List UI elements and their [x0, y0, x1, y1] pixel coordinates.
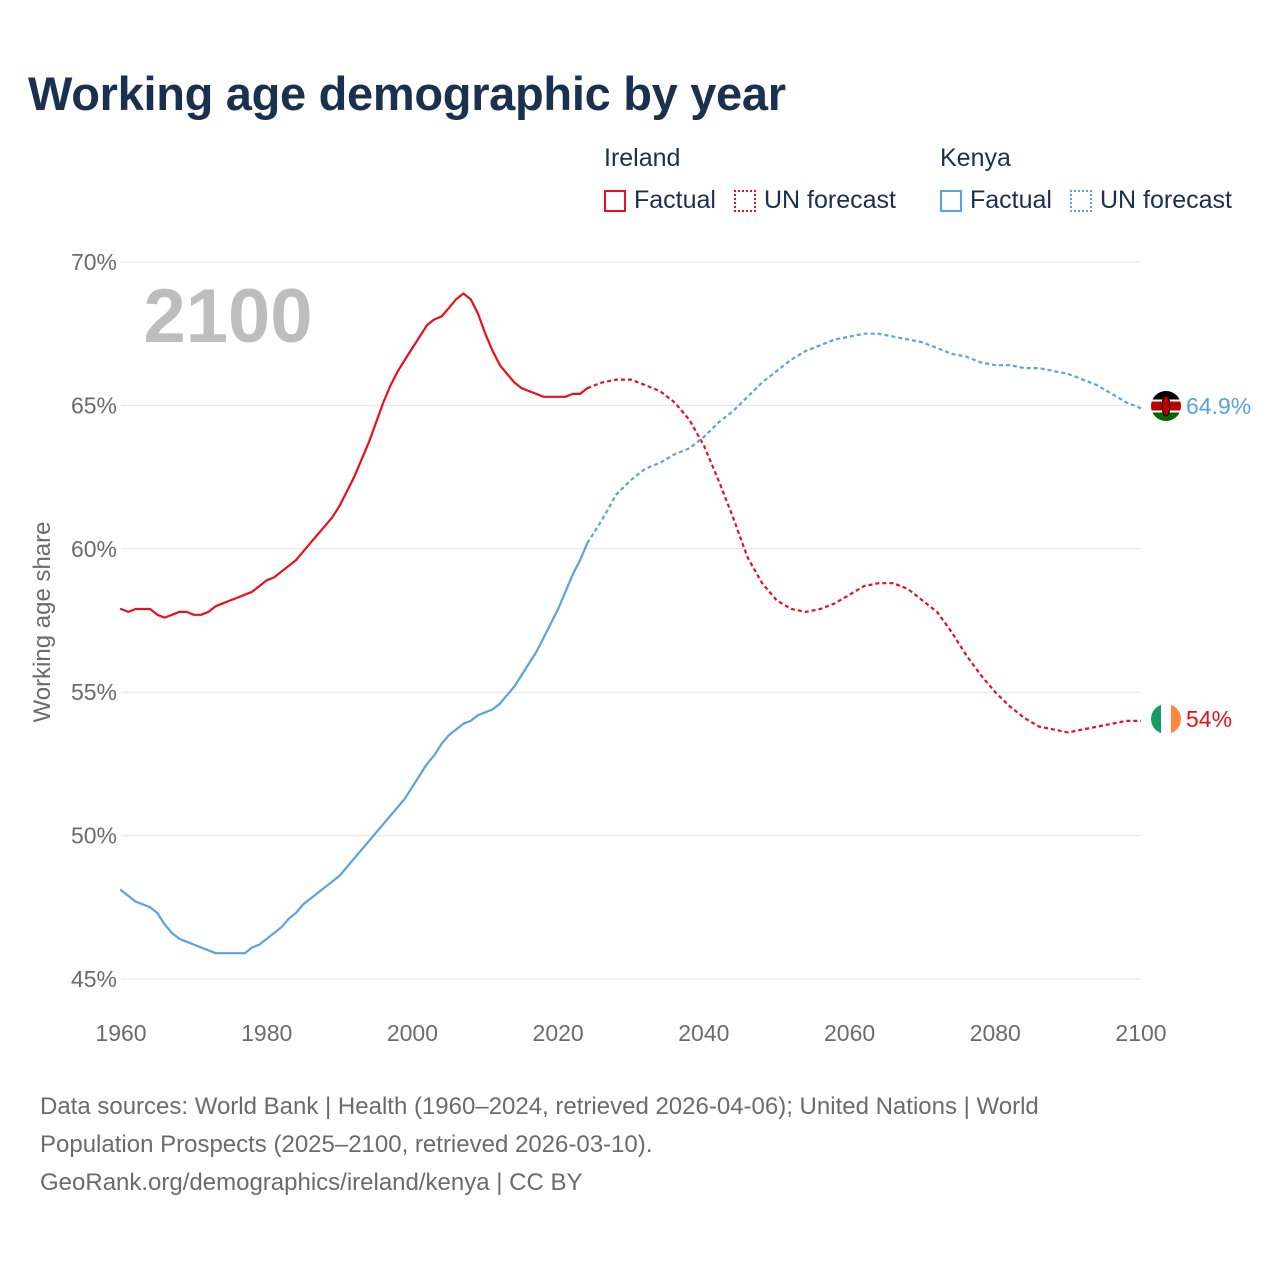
y-tick-label: 65% — [71, 392, 117, 418]
line-chart: 45% 50% 55% 60% 65% 70% 1960 1980 2000 2020 2040 20… — [29, 249, 1251, 1046]
legend-group-name: Kenya — [940, 144, 1011, 172]
kenya-forecast-line — [586, 332, 1142, 544]
x-tick-label: 2040 — [678, 1020, 729, 1046]
legend-group-kenya: Kenya Factual UN forecast — [940, 144, 1250, 215]
x-tick-label: 2060 — [824, 1020, 875, 1046]
data-sources-footer: Data sources: World Bank | Health (1960–… — [40, 1088, 1220, 1202]
x-tick-label: 2100 — [1115, 1020, 1166, 1046]
legend-label: Factual — [634, 186, 716, 214]
legend-item-ireland-factual[interactable]: Factual — [604, 186, 716, 215]
year-watermark: 2100 — [143, 274, 312, 359]
footer-line: Data sources: World Bank | Health (1960–… — [40, 1093, 1039, 1120]
footer-line: GeoRank.org/demographics/ireland/kenya |… — [40, 1169, 583, 1196]
legend-item-kenya-forecast[interactable]: UN forecast — [1069, 186, 1232, 215]
kenya-flag-icon — [1151, 391, 1181, 421]
x-tick-label: 2020 — [533, 1020, 584, 1046]
legend-swatch — [940, 189, 962, 212]
ireland-flag-icon — [1151, 704, 1181, 734]
legend-item-kenya-factual[interactable]: Factual — [940, 186, 1052, 215]
x-tick-label: 1960 — [95, 1020, 146, 1046]
x-tick-label: 1980 — [241, 1020, 292, 1046]
legend-label: Factual — [970, 186, 1052, 214]
y-tick-label: 50% — [71, 823, 117, 849]
kenya-end-label: 64.9% — [1186, 393, 1251, 419]
ireland-end-label: 54% — [1186, 706, 1232, 732]
y-tick-label: 60% — [71, 536, 117, 562]
legend-label: UN forecast — [1099, 186, 1232, 214]
y-tick-label: 55% — [71, 679, 117, 705]
y-tick-label: 70% — [71, 249, 117, 275]
legend-group-ireland: Ireland Factual UN forecast — [604, 144, 914, 215]
legend-group-name: Ireland — [604, 144, 681, 172]
y-tick-label: 45% — [71, 966, 117, 992]
ireland-forecast-line — [586, 378, 1141, 734]
legend-label: UN forecast — [763, 186, 896, 214]
legend-swatch — [604, 189, 626, 212]
legend-item-ireland-forecast[interactable]: UN forecast — [733, 186, 896, 215]
x-tick-label: 2000 — [387, 1020, 438, 1046]
legend-swatch — [1069, 189, 1092, 212]
x-tick-label: 2080 — [970, 1020, 1021, 1046]
legend-swatch — [733, 189, 756, 212]
chart-title: Working age demographic by year — [28, 67, 786, 120]
footer-line: Population Prospects (2025–2100, retriev… — [40, 1131, 653, 1158]
kenya-factual-line — [119, 542, 589, 955]
y-axis-label: Working age share — [29, 522, 56, 723]
ireland-factual-line — [119, 292, 589, 619]
